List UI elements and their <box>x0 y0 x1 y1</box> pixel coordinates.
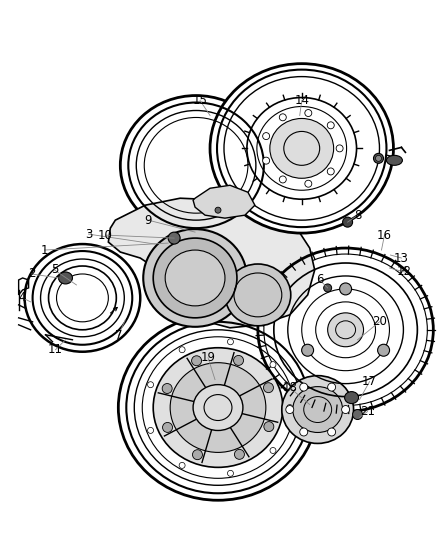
Circle shape <box>305 110 312 117</box>
Circle shape <box>227 339 233 345</box>
Ellipse shape <box>270 118 334 178</box>
Circle shape <box>179 463 185 469</box>
Ellipse shape <box>282 376 353 443</box>
Circle shape <box>263 157 270 164</box>
Text: 5: 5 <box>51 263 58 277</box>
Polygon shape <box>108 198 314 328</box>
Text: 12: 12 <box>397 265 412 278</box>
Circle shape <box>148 382 154 387</box>
Ellipse shape <box>353 409 363 419</box>
Circle shape <box>263 133 270 140</box>
Circle shape <box>270 448 276 454</box>
Circle shape <box>336 145 343 152</box>
Ellipse shape <box>120 95 272 235</box>
Text: 3: 3 <box>85 228 92 240</box>
Text: 8: 8 <box>354 208 361 222</box>
Polygon shape <box>193 185 255 218</box>
Text: 18: 18 <box>283 381 297 394</box>
Text: 20: 20 <box>372 316 387 328</box>
Text: 1: 1 <box>41 244 48 256</box>
Ellipse shape <box>328 313 364 347</box>
Circle shape <box>279 176 286 183</box>
Ellipse shape <box>118 315 318 500</box>
Circle shape <box>327 168 334 175</box>
Ellipse shape <box>165 250 225 306</box>
Text: 6: 6 <box>316 273 323 286</box>
Circle shape <box>343 217 353 227</box>
Text: 17: 17 <box>362 375 377 388</box>
Ellipse shape <box>293 386 343 432</box>
Text: 15: 15 <box>193 94 208 107</box>
Ellipse shape <box>210 63 393 233</box>
Text: 10: 10 <box>98 229 113 241</box>
Text: 2: 2 <box>28 268 35 280</box>
Ellipse shape <box>193 385 243 431</box>
Circle shape <box>287 405 293 410</box>
Text: 19: 19 <box>201 351 215 364</box>
Circle shape <box>286 406 294 414</box>
Text: 11: 11 <box>48 343 63 356</box>
Ellipse shape <box>25 244 140 352</box>
Circle shape <box>328 428 336 436</box>
Circle shape <box>148 427 154 433</box>
Circle shape <box>327 122 334 129</box>
Circle shape <box>300 428 308 436</box>
Circle shape <box>375 155 381 161</box>
Text: 21: 21 <box>360 405 375 418</box>
Circle shape <box>324 284 332 292</box>
Text: 7: 7 <box>115 329 122 342</box>
Circle shape <box>302 344 314 356</box>
Ellipse shape <box>153 348 283 467</box>
Ellipse shape <box>49 266 117 330</box>
Circle shape <box>162 384 172 393</box>
Circle shape <box>162 423 173 432</box>
Circle shape <box>339 283 352 295</box>
Circle shape <box>300 383 308 391</box>
Circle shape <box>168 232 180 244</box>
Ellipse shape <box>386 155 403 165</box>
Circle shape <box>305 180 312 187</box>
Circle shape <box>342 406 350 414</box>
Ellipse shape <box>59 272 72 284</box>
Circle shape <box>378 344 389 356</box>
Circle shape <box>227 470 233 477</box>
Circle shape <box>191 356 201 366</box>
Ellipse shape <box>225 264 291 326</box>
Circle shape <box>279 114 286 121</box>
Text: 16: 16 <box>377 229 392 241</box>
Ellipse shape <box>264 254 427 406</box>
Ellipse shape <box>345 392 359 403</box>
Ellipse shape <box>170 362 266 453</box>
Circle shape <box>264 422 274 432</box>
Circle shape <box>233 356 244 366</box>
Circle shape <box>192 450 202 459</box>
Circle shape <box>328 383 336 391</box>
Circle shape <box>179 347 185 353</box>
Text: 9: 9 <box>145 214 152 227</box>
Text: 4: 4 <box>19 292 26 304</box>
Ellipse shape <box>153 238 237 318</box>
Ellipse shape <box>143 229 247 327</box>
Circle shape <box>270 361 276 368</box>
Text: 14: 14 <box>294 94 309 107</box>
Circle shape <box>234 449 244 459</box>
Circle shape <box>264 383 273 393</box>
Circle shape <box>374 154 384 163</box>
Text: 13: 13 <box>394 252 409 264</box>
Circle shape <box>215 207 221 213</box>
